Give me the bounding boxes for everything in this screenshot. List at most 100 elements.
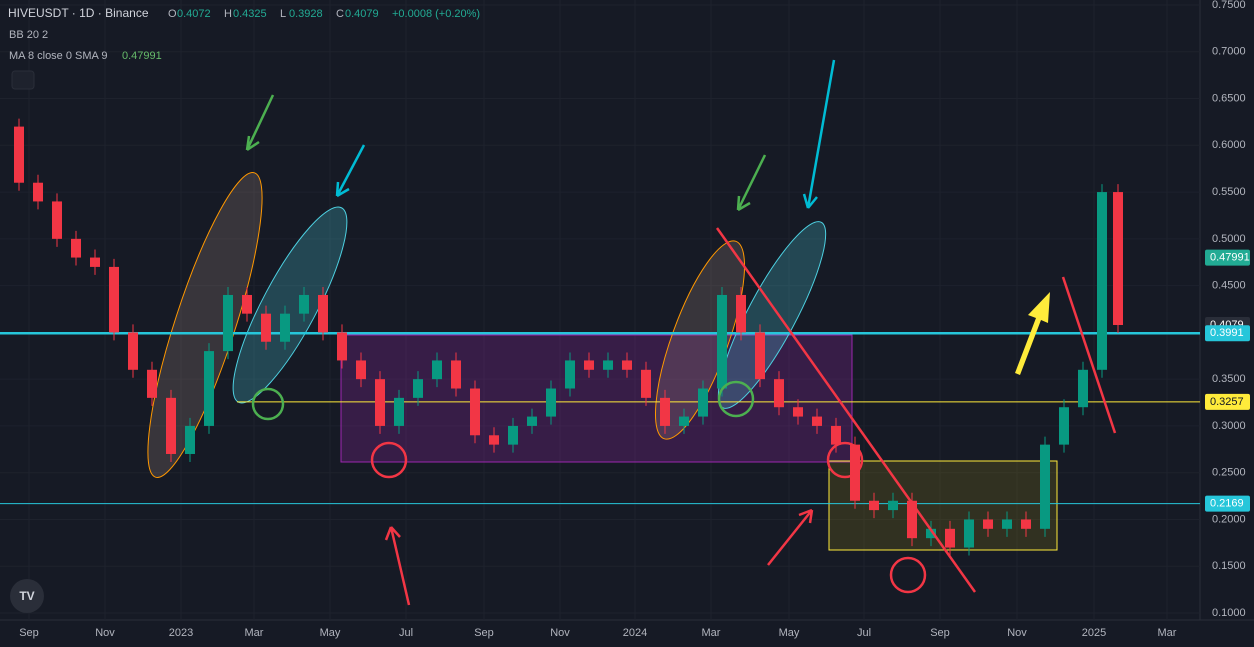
time-label: 2023 bbox=[169, 627, 193, 639]
ohlc-key: O bbox=[168, 8, 177, 20]
price-tag-label: 0.47991 bbox=[1210, 252, 1250, 264]
candle bbox=[1021, 519, 1031, 529]
price-label: 0.6500 bbox=[1212, 92, 1246, 104]
candle bbox=[717, 294, 727, 389]
circle bbox=[717, 380, 755, 418]
time-label: Mar bbox=[1158, 627, 1177, 639]
candle bbox=[242, 294, 252, 314]
candle bbox=[622, 360, 632, 370]
candle bbox=[945, 528, 955, 548]
candle bbox=[52, 201, 62, 239]
price-label: 0.2000 bbox=[1212, 513, 1246, 525]
candle bbox=[736, 294, 746, 333]
candle bbox=[907, 500, 917, 539]
candle bbox=[432, 360, 442, 380]
ohlc-key: C bbox=[336, 8, 344, 20]
candle bbox=[565, 360, 575, 389]
candle bbox=[755, 332, 765, 380]
candle bbox=[147, 369, 157, 398]
collapse-button[interactable] bbox=[11, 70, 35, 90]
arrow bbox=[335, 144, 366, 198]
candle bbox=[888, 500, 898, 511]
range-box bbox=[340, 334, 853, 463]
candle bbox=[584, 360, 594, 370]
candle bbox=[470, 388, 480, 436]
circle bbox=[889, 556, 927, 594]
ohlc-key: L bbox=[280, 8, 286, 20]
price-label: 0.7000 bbox=[1212, 46, 1246, 58]
range-box bbox=[828, 460, 1058, 551]
candle bbox=[451, 360, 461, 389]
price-tag bbox=[1205, 393, 1250, 410]
arrow bbox=[802, 59, 836, 209]
candle bbox=[299, 294, 309, 314]
candle bbox=[679, 416, 689, 426]
candle bbox=[1078, 369, 1088, 408]
candle bbox=[698, 388, 708, 417]
candle bbox=[812, 416, 822, 426]
price-tag bbox=[1205, 495, 1250, 512]
arrow bbox=[736, 154, 767, 212]
candle bbox=[1097, 192, 1107, 370]
candle bbox=[318, 294, 328, 333]
symbol: HIVEUSDT · 1D · Binance bbox=[8, 6, 149, 20]
candle bbox=[280, 313, 290, 342]
candle bbox=[1113, 192, 1123, 325]
price-tag-label: 0.3257 bbox=[1210, 396, 1244, 408]
price-label: 0.6000 bbox=[1212, 139, 1246, 151]
candle bbox=[508, 425, 518, 445]
circle bbox=[251, 387, 285, 421]
price-tag-label: 0.2169 bbox=[1210, 498, 1244, 510]
time-label: Mar bbox=[245, 627, 264, 639]
candle bbox=[1002, 519, 1012, 529]
time-label: May bbox=[779, 627, 800, 639]
indicator: MA 8 close 0 SMA 9 bbox=[9, 50, 107, 62]
price-tag-label: 0.3991 bbox=[1210, 327, 1244, 339]
candle bbox=[489, 435, 499, 445]
price-label: 0.3500 bbox=[1212, 373, 1246, 385]
logo[interactable] bbox=[10, 579, 44, 613]
candle bbox=[14, 126, 24, 183]
candle bbox=[413, 379, 423, 398]
price-label: 0.2500 bbox=[1212, 467, 1246, 479]
candle bbox=[337, 332, 347, 361]
indicator-value: 0.47991 bbox=[122, 50, 162, 62]
candle bbox=[71, 238, 81, 258]
candle bbox=[109, 266, 119, 333]
time-label: Nov bbox=[95, 627, 115, 639]
candle bbox=[1059, 407, 1069, 445]
candle bbox=[869, 500, 879, 511]
price-label: 0.4500 bbox=[1212, 280, 1246, 292]
change: +0.0008 (+0.20%) bbox=[392, 8, 480, 20]
ohlc-value: 0.4325 bbox=[233, 8, 267, 20]
candle bbox=[964, 519, 974, 548]
arrow bbox=[767, 508, 814, 566]
time-label: Sep bbox=[19, 627, 39, 639]
candle bbox=[527, 416, 537, 426]
candle bbox=[33, 182, 43, 202]
time-label: May bbox=[320, 627, 341, 639]
candle bbox=[831, 425, 841, 445]
price-tag bbox=[1205, 249, 1250, 266]
indicator: BB 20 2 bbox=[9, 29, 48, 41]
time-label: Sep bbox=[474, 627, 494, 639]
price-label: 0.7500 bbox=[1212, 0, 1246, 11]
time-label: Sep bbox=[930, 627, 950, 639]
time-label: Nov bbox=[550, 627, 570, 639]
trend-line bbox=[1061, 276, 1117, 434]
candle bbox=[774, 379, 784, 408]
candle bbox=[660, 397, 670, 426]
candle bbox=[166, 397, 176, 454]
time-label: Nov bbox=[1007, 627, 1027, 639]
ohlc-value: 0.3928 bbox=[289, 8, 323, 20]
arrow bbox=[245, 94, 275, 152]
candle bbox=[603, 360, 613, 370]
price-label: 0.5500 bbox=[1212, 186, 1246, 198]
price-label: 0.5000 bbox=[1212, 233, 1246, 245]
candle bbox=[223, 294, 233, 352]
candle bbox=[641, 369, 651, 398]
ohlc-value: 0.4072 bbox=[177, 8, 211, 20]
arrow bbox=[384, 526, 411, 606]
candle bbox=[394, 397, 404, 426]
